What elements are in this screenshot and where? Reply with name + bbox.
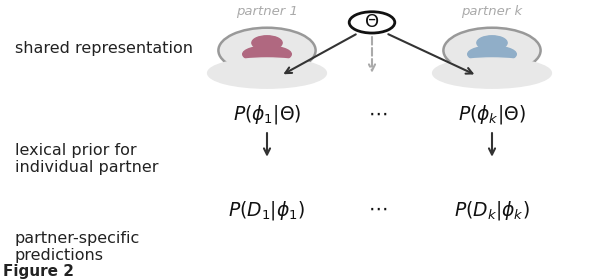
- Circle shape: [252, 36, 282, 50]
- Text: $P(\phi_k|\Theta)$: $P(\phi_k|\Theta)$: [458, 103, 526, 126]
- Circle shape: [349, 12, 395, 33]
- Circle shape: [443, 28, 541, 73]
- Ellipse shape: [467, 46, 516, 62]
- Text: partner-specific
predictions: partner-specific predictions: [15, 231, 140, 263]
- Circle shape: [218, 28, 316, 73]
- Text: partner 1: partner 1: [236, 5, 298, 18]
- Text: $\cdots$: $\cdots$: [368, 104, 388, 123]
- Text: $P(D_1|\phi_1)$: $P(D_1|\phi_1)$: [229, 199, 305, 221]
- Text: $P(\phi_1|\Theta)$: $P(\phi_1|\Theta)$: [233, 103, 301, 126]
- Text: Figure 2: Figure 2: [3, 263, 74, 279]
- Text: lexical prior for
individual partner: lexical prior for individual partner: [15, 143, 158, 175]
- Text: $\Theta$: $\Theta$: [364, 13, 380, 31]
- Text: $\cdots$: $\cdots$: [368, 199, 388, 218]
- Text: shared representation: shared representation: [15, 41, 193, 56]
- Circle shape: [477, 36, 507, 50]
- Ellipse shape: [433, 58, 551, 88]
- Text: partner k: partner k: [461, 5, 523, 18]
- Ellipse shape: [242, 46, 292, 62]
- Ellipse shape: [208, 58, 326, 88]
- Text: $P(D_k|\phi_k)$: $P(D_k|\phi_k)$: [454, 199, 530, 221]
